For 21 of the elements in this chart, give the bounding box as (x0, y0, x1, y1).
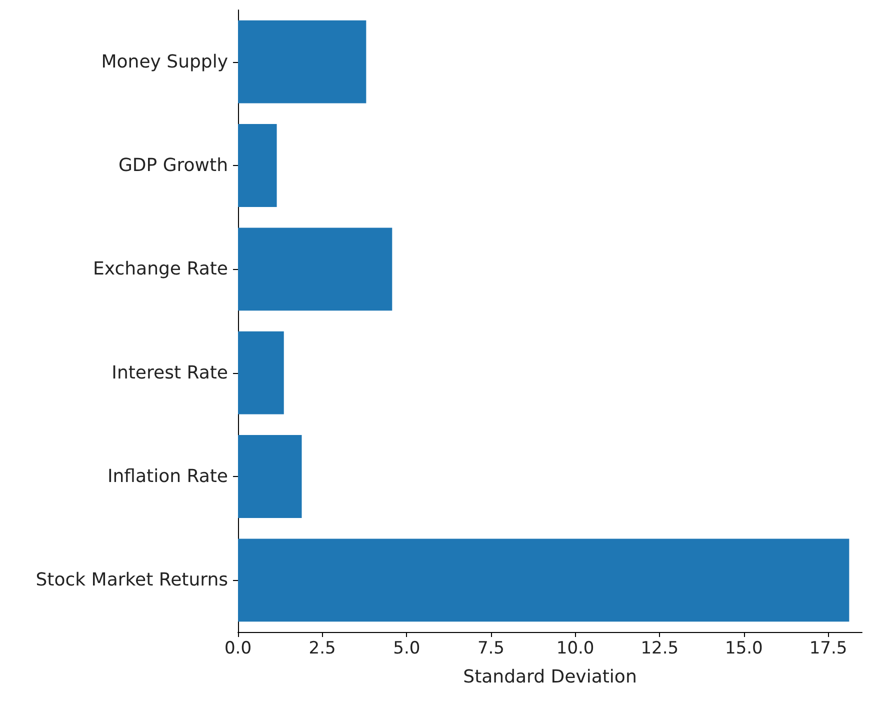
x-axis-title: Standard Deviation (463, 666, 637, 688)
y-tick-label: GDP Growth (118, 155, 228, 176)
bar (238, 538, 850, 622)
x-tick-label: 12.5 (640, 638, 679, 658)
x-tick-label: 7.5 (477, 638, 504, 658)
y-tick-label: Inflation Rate (107, 466, 228, 487)
bar (238, 20, 366, 104)
bar (238, 331, 284, 414)
bar (238, 228, 392, 311)
x-tick-label: 10.0 (556, 638, 594, 658)
x-tick-label: 0.0 (224, 638, 252, 658)
y-tick-label: Exchange Rate (93, 258, 228, 280)
x-tick-label: 15.0 (725, 638, 763, 658)
y-tick-label: Stock Market Returns (36, 570, 228, 591)
y-tick-label: Money Supply (101, 51, 228, 72)
bar (238, 124, 277, 207)
x-tick-label: 17.5 (809, 638, 848, 658)
bar (238, 435, 302, 518)
x-tick-label: 5.0 (393, 638, 420, 658)
y-tick-label: Interest Rate (112, 362, 228, 384)
x-tick-label: 2.5 (308, 638, 336, 658)
